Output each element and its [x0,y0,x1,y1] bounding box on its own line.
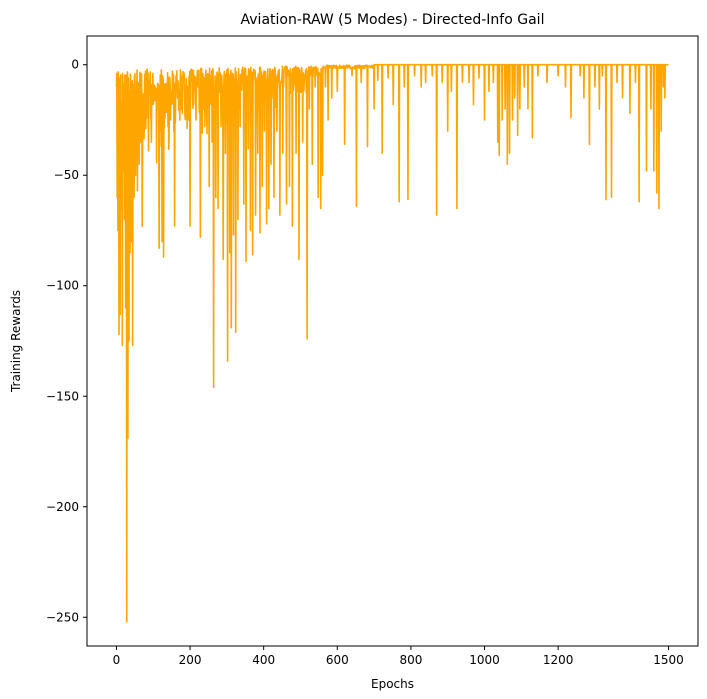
x-tick-label: 400 [252,653,275,667]
x-axis: 0 200 400 600 800 1000 1200 1500 [113,646,684,667]
chart-title: Aviation-RAW (5 Modes) - Directed-Info G… [241,12,545,28]
plot-frame [86,35,699,647]
x-tick-label: 1200 [543,653,574,667]
x-tick-label: 1500 [653,653,684,667]
x-tick-label: 600 [326,653,349,667]
y-axis: 0 −50 −100 −150 −200 −250 [46,58,87,624]
y-tick-label: −200 [46,500,79,514]
y-tick-label: 0 [71,58,79,72]
series-line [115,63,669,623]
x-tick-label: 200 [179,653,202,667]
y-tick-label: −100 [46,279,79,293]
x-tick-label: 800 [399,653,422,667]
x-axis-label: Epochs [371,677,414,691]
y-tick-label: −150 [46,389,79,403]
x-tick-label: 0 [113,653,121,667]
y-tick-label: −250 [46,610,79,624]
series-layer [115,63,669,623]
x-tick-label: 1000 [469,653,500,667]
y-tick-label: −50 [54,168,79,182]
y-axis-label: Training Rewards [9,290,23,393]
